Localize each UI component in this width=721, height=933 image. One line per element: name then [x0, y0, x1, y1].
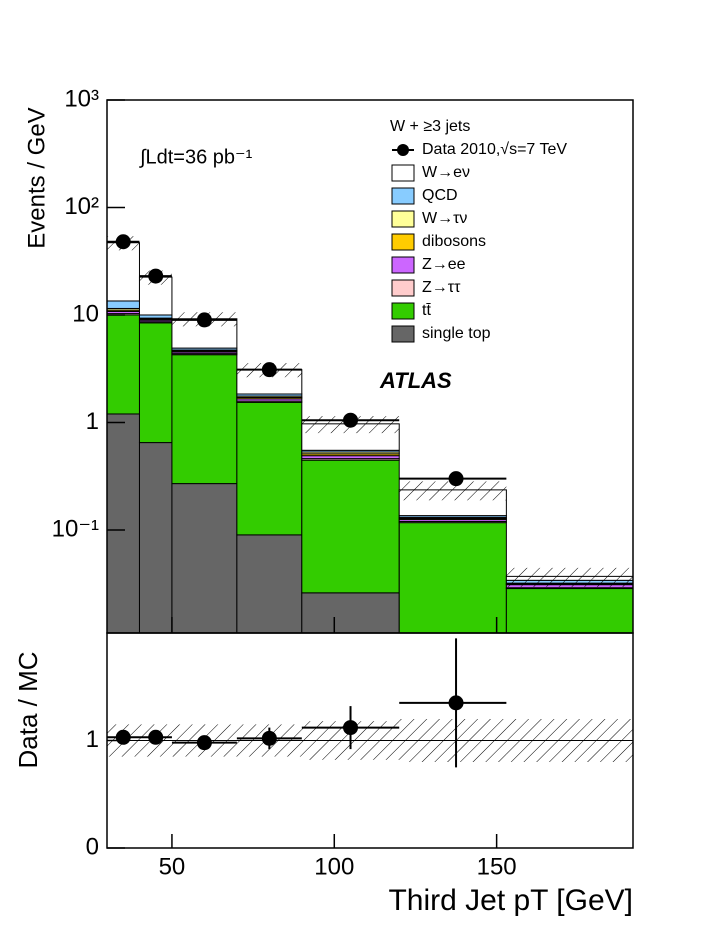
- legend-label: W→eν: [422, 164, 470, 181]
- legend-swatch: [391, 279, 415, 297]
- legend-label: W→τν: [422, 210, 467, 227]
- ratio-point: [261, 730, 277, 746]
- x-tick-label: 50: [159, 853, 186, 880]
- experiment: ATLAS: [379, 368, 452, 393]
- y-tick-label: 10²: [64, 193, 99, 220]
- stack-bar: [171, 483, 238, 633]
- x-tick-label: 150: [477, 853, 517, 880]
- stack-bar: [138, 322, 173, 444]
- legend-swatch: [391, 233, 415, 251]
- y-tick-label: 1: [86, 408, 99, 435]
- legend-title: W + ≥3 jets: [390, 118, 470, 135]
- stack-bar: [171, 354, 238, 485]
- y-tick-label: 10⁻¹: [52, 515, 99, 542]
- data-point: [115, 234, 131, 250]
- ratio-point: [115, 729, 131, 745]
- data-point: [196, 312, 212, 328]
- data-point: [448, 471, 464, 487]
- bottom-frame: [106, 632, 634, 849]
- data-point: [148, 268, 164, 284]
- stack-bar: [107, 300, 140, 309]
- legend-swatch: [391, 210, 415, 228]
- stack-bar: [236, 401, 303, 536]
- x-tick-label: 100: [314, 853, 354, 880]
- stack-bar: [107, 314, 140, 415]
- ratio-y-tick-label: 1: [86, 726, 99, 753]
- ratio-y-label: Data / MC: [13, 651, 43, 768]
- stack-bar: [107, 413, 140, 633]
- mc-uncertainty: [399, 481, 507, 501]
- legend-swatch: [391, 164, 415, 182]
- y-tick-label: 10³: [64, 85, 99, 112]
- stack-bar: [398, 522, 507, 633]
- mc-uncertainty: [506, 567, 633, 587]
- ratio-point: [196, 735, 212, 751]
- ratio-point: [448, 695, 464, 711]
- stack-bar: [107, 242, 140, 302]
- stack-bar: [138, 442, 173, 633]
- x-label: Third Jet pT [GeV]: [388, 884, 633, 917]
- legend-swatch: [391, 256, 415, 274]
- ratio-point: [148, 729, 164, 745]
- legend-label: Z→ττ: [422, 279, 461, 296]
- data-point: [261, 362, 277, 378]
- legend-swatch: [391, 187, 415, 205]
- lumi: ∫Ldt=36 pb⁻¹: [139, 146, 253, 168]
- legend-label: tt̄: [422, 302, 431, 319]
- data-point: [343, 412, 359, 428]
- y-tick-label: 10: [72, 300, 99, 327]
- stack-bar: [236, 534, 303, 633]
- legend-label: dibosons: [422, 233, 486, 250]
- legend-swatch: [391, 325, 415, 343]
- legend-label: QCD: [422, 187, 458, 204]
- legend-swatch: [391, 302, 415, 320]
- y-label: Events / GeV: [23, 107, 50, 248]
- stack-bar: [301, 592, 400, 633]
- legend-label: single top: [422, 325, 491, 342]
- legend-label: Z→ee: [422, 256, 466, 273]
- ratio-y-tick-label: 0: [86, 833, 99, 860]
- ratio-point: [343, 720, 359, 736]
- legend-data-marker: [397, 144, 409, 156]
- legend-label: Data 2010,√s=7 TeV: [422, 141, 567, 158]
- stack-bar: [301, 459, 400, 594]
